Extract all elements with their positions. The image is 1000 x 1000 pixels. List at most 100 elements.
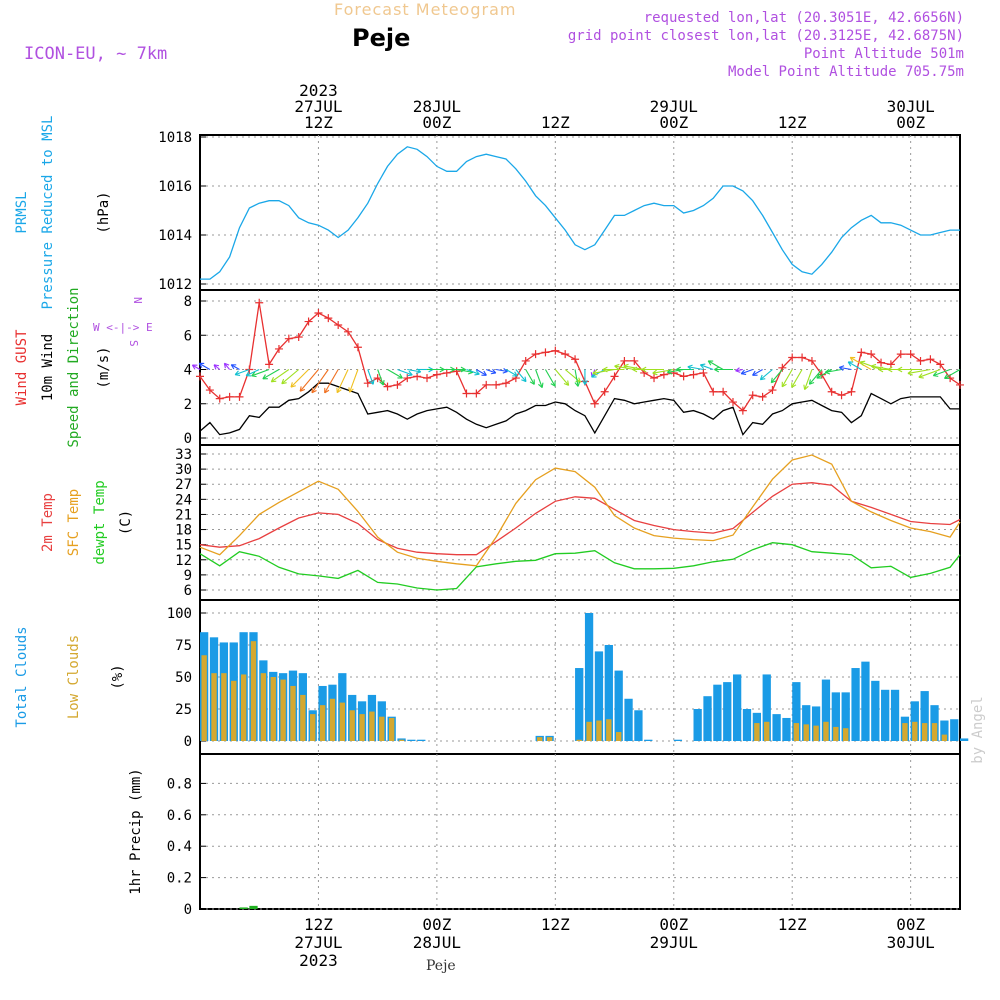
wind-arrow-shaft	[223, 362, 231, 370]
compass-north: N	[131, 297, 144, 304]
wind-gust-marker	[798, 353, 807, 362]
temperature-ytick-label: 15	[175, 538, 192, 554]
clouds-ytick-label: 50	[175, 670, 192, 686]
wind-arrow-head	[592, 369, 598, 376]
wind-side-label: (m/s)	[96, 346, 112, 388]
wind-arrow-shaft	[735, 368, 743, 372]
wind-ytick-label: 8	[184, 294, 192, 310]
wind-gust-marker	[205, 386, 214, 395]
clouds-bar	[388, 717, 395, 741]
wind-arrow-head	[699, 363, 706, 369]
wind-arrow-shaft	[349, 369, 359, 393]
wind-arrow-head	[676, 366, 681, 373]
clouds-bar	[369, 711, 375, 741]
clouds-bar	[349, 710, 355, 741]
clouds-bar	[802, 705, 811, 741]
wind-gust-marker	[314, 308, 323, 317]
clouds-bar	[841, 692, 850, 741]
clouds-bar	[941, 734, 948, 741]
wind-arrow-head	[918, 373, 924, 379]
wind-gust-marker	[472, 389, 481, 398]
bottom-time-label: 12Z	[304, 915, 333, 934]
wind-arrow-head	[932, 371, 939, 377]
clouds-bar	[290, 685, 296, 741]
clouds-bar	[310, 714, 316, 741]
clouds-bar	[379, 716, 385, 741]
wind-gust-marker	[689, 370, 698, 379]
wind-arrow-head	[336, 387, 342, 394]
wind-arrow-shaft	[525, 369, 535, 385]
clouds-bar	[912, 721, 918, 741]
wind-arrow	[824, 368, 842, 375]
temperature-side-label: SFC Temp	[66, 489, 82, 556]
wind-arrow-shaft	[839, 366, 852, 371]
wind-gust-marker	[867, 350, 876, 359]
station-title: Peje	[352, 24, 411, 52]
precip-side-label: 1hr Precip (mm)	[128, 768, 144, 894]
wind-arrow	[847, 361, 862, 370]
clouds-bar	[902, 723, 908, 741]
wind-arrow-head	[369, 379, 375, 385]
wind-arrow	[602, 366, 625, 373]
top-time-label: 28JUL	[413, 97, 461, 116]
precip-ytick-label: 0.2	[167, 871, 192, 887]
precip-bar	[239, 907, 248, 909]
wind-gust-marker	[215, 394, 224, 403]
wind-arrow-shaft	[407, 368, 421, 373]
wind-arrow	[367, 369, 375, 385]
clouds-bar	[960, 738, 969, 741]
wind-ytick-label: 2	[184, 397, 192, 413]
wind-gust-marker	[492, 380, 501, 389]
wind-arrow	[838, 365, 852, 371]
wind-arrow	[740, 368, 753, 376]
wind-gust-marker	[482, 380, 491, 389]
wind-gust-marker	[541, 348, 550, 357]
wind-arrow-head	[574, 381, 581, 387]
wind-arrow-head	[667, 368, 673, 375]
wind-gust-marker	[916, 356, 925, 365]
compass-east-west: W <-|-> E	[93, 321, 153, 334]
clouds-bar	[339, 702, 346, 741]
wind-arrow	[816, 369, 832, 379]
wind-arrow	[808, 369, 823, 385]
wind-arrow-head	[602, 366, 608, 373]
clouds-bar	[703, 696, 712, 741]
wind-arrow	[932, 368, 951, 377]
wind-series-line	[199, 382, 960, 436]
temperature-ytick-label: 30	[175, 462, 192, 478]
wind-arrow	[803, 369, 813, 391]
wind-gust-marker	[620, 356, 629, 365]
wind-arrow	[213, 364, 221, 370]
clouds-bar	[764, 721, 770, 741]
wind-ytick-label: 0	[184, 431, 192, 447]
wind-arrow-head	[262, 374, 268, 380]
wind-arrow-head	[870, 363, 877, 370]
wind-arrow	[687, 364, 704, 371]
clouds-bar	[811, 706, 821, 741]
wind-arrow	[234, 368, 250, 376]
wind-arrow	[270, 369, 290, 383]
wind-arrow	[281, 369, 300, 385]
wind-arrow	[290, 369, 309, 388]
clouds-bar	[673, 739, 683, 741]
wind-arrow-head	[379, 379, 385, 386]
wind-arrow	[592, 368, 615, 376]
temperature-ytick-label: 21	[175, 507, 192, 523]
clouds-bar	[881, 689, 890, 741]
wind-arrow-head	[740, 369, 747, 376]
wind-arrow-shaft	[251, 368, 270, 377]
clouds-bar	[833, 726, 839, 741]
clouds-bar	[931, 723, 938, 741]
wind-gust-marker	[896, 350, 905, 359]
wind-arrow-shaft	[907, 368, 931, 375]
wind-arrow-shaft	[486, 368, 497, 374]
wind-arrow-shaft	[781, 369, 793, 388]
wind-arrow-head	[808, 379, 815, 385]
temperature-frame	[199, 444, 961, 601]
top-time-label: 2023	[299, 81, 338, 100]
clouds-ytick-label: 25	[175, 702, 192, 718]
compass-south: S	[127, 340, 140, 347]
wind-arrow	[614, 363, 635, 371]
wind-arrow-shaft	[377, 369, 384, 386]
